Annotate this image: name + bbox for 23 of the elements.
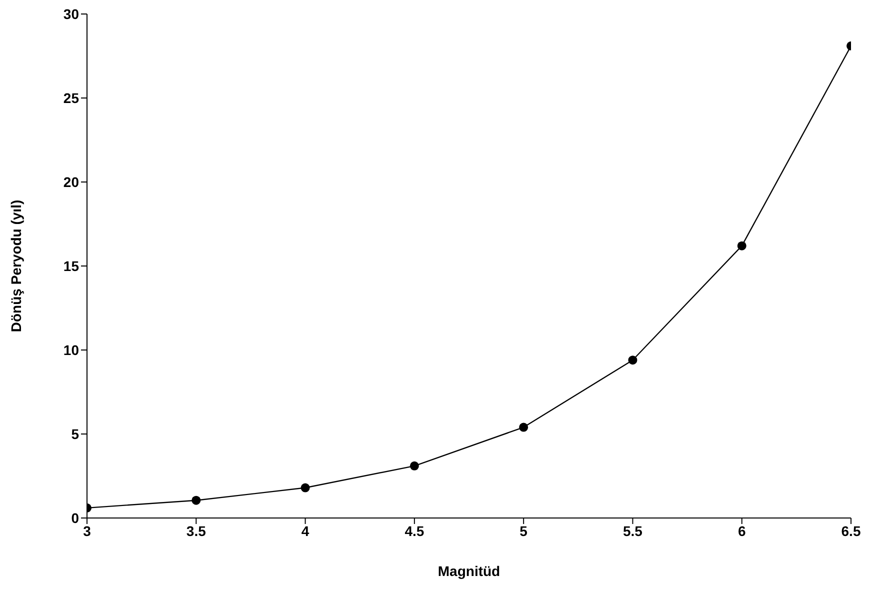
point [628, 356, 638, 365]
y-tick-label: 25 [63, 90, 80, 106]
point [192, 496, 201, 505]
x-tick-label: 6.5 [841, 522, 861, 539]
x-tick-label: 3.5 [186, 522, 206, 539]
y-tick-label: 0 [71, 510, 80, 526]
point [737, 241, 746, 250]
x-tick-label: 4.5 [404, 522, 424, 539]
y-tick-label: 5 [71, 426, 80, 442]
y-axis-title: Dönüş Peryodu (yıl) [8, 200, 24, 332]
x-tick-label: 4 [301, 522, 310, 539]
y-tick-label: 15 [63, 258, 80, 274]
point [410, 461, 419, 470]
x-axis-title: Magnitüd [438, 563, 500, 579]
y-tick-label: 20 [63, 174, 80, 190]
point [300, 483, 310, 492]
point [519, 422, 528, 432]
y-tick-label: 30 [63, 6, 80, 22]
y-tick-label: 10 [63, 342, 80, 358]
x-tick-label: 6 [738, 522, 746, 539]
x-tick-label: 5.5 [622, 522, 643, 539]
x-tick-label: 5 [520, 522, 528, 539]
x-tick-label: 3 [83, 522, 92, 539]
